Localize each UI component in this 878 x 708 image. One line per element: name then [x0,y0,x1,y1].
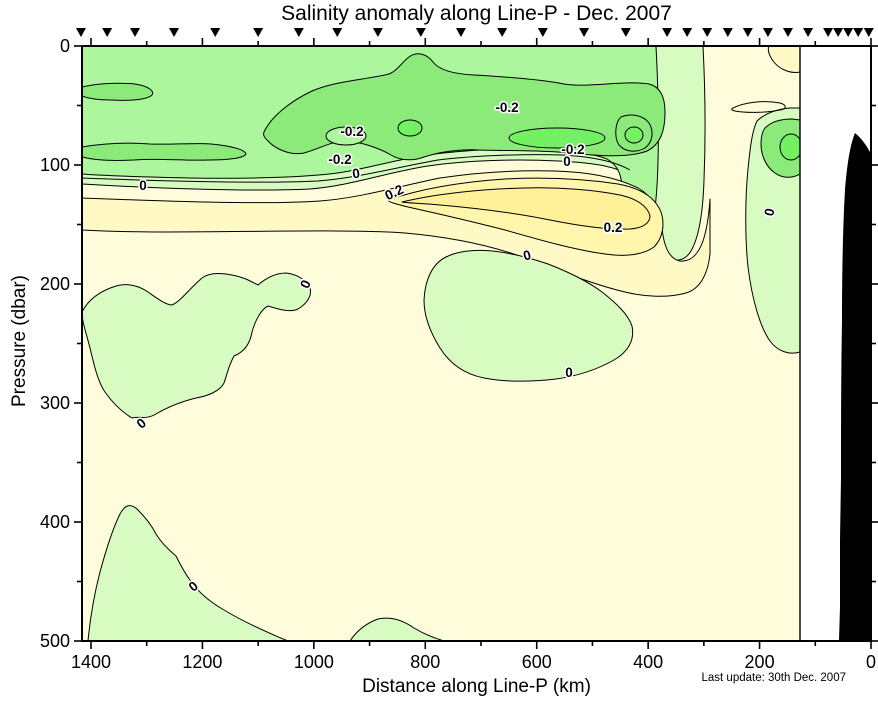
station-triangle [803,28,814,37]
contour-line-lens [731,101,786,113]
deep-blob-bottommid [349,617,445,641]
y-tick-label: 0 [60,36,70,56]
y-tick-label: 200 [40,274,70,294]
contour-fill-layer [82,46,800,641]
band-pos-core [401,187,651,230]
station-triangle [253,28,264,37]
station-triangle [823,28,834,37]
station-triangle [853,28,864,37]
contour-label: -0.2 [495,100,518,115]
station-triangle [702,28,713,37]
deep-blob-left [82,272,311,419]
station-triangle [620,28,631,37]
bright-core-small [397,119,423,137]
contour-line-extra [82,154,631,183]
station-triangle [372,28,383,37]
y-axis-title: Pressure (dbar) [9,275,30,407]
deep-blob-bottomleft [87,505,289,641]
tick-labels: 1400 1200 1000 800 600 400 200 0 0 100 200 300 400 50… [40,36,876,672]
deep-blob-middle [423,249,634,382]
x-tick-label: 800 [410,652,440,672]
bright-core-column [624,126,644,144]
contour-label: -0.2 [561,142,584,157]
contour-label: -0.2 [328,152,351,167]
station-triangle [762,28,773,37]
x-tick-label: 1200 [182,652,222,672]
station-triangle [579,28,590,37]
station-triangle [782,28,793,37]
nearshore-eddy-core [779,133,800,161]
contour-label: 0 [563,154,571,169]
x-tick-label: 0 [866,652,876,672]
axis-ticks [74,38,878,649]
station-triangle [293,28,304,37]
station-triangle [169,28,180,37]
station-triangle [537,28,548,37]
last-update-note: Last update: 30th Dec. 2007 [701,672,847,684]
station-markers [75,28,874,37]
station-triangle [833,28,844,37]
contour-label: 0.2 [604,220,623,235]
station-triangle [662,28,673,37]
x-tick-label: 400 [633,652,663,672]
bathymetry-wedge [839,133,870,641]
chart-title: Salinity anomaly along Line-P - Dec. 200… [281,2,672,25]
station-triangle [722,28,733,37]
station-triangle [75,28,86,37]
band-neg-topleft-strip [82,82,154,101]
contour-label: -0.2 [340,124,363,139]
contour-label: 0 [139,178,147,193]
x-tick-label: 1000 [294,652,334,672]
station-triangle [415,28,426,37]
contour-label: 0 [351,166,361,182]
station-triangle [682,28,693,37]
station-triangle [863,28,874,37]
x-axis-title: Distance along Line-P (km) [362,676,591,697]
station-triangle [130,28,141,37]
station-triangle [332,28,343,37]
contour-bay [325,126,367,146]
y-tick-label: 300 [40,393,70,413]
corner-positive-patch [767,46,800,73]
x-tick-label: 1400 [71,652,111,672]
y-tick-label: 500 [40,631,70,651]
contour-label: 0 [565,365,573,380]
station-triangle [102,28,113,37]
bright-core-lens [508,127,606,149]
x-tick-label: 600 [522,652,552,672]
y-tick-label: 100 [40,155,70,175]
x-tick-label: 200 [745,652,775,672]
station-triangle [455,28,466,37]
station-triangle [497,28,508,37]
station-triangle [210,28,221,37]
station-triangle [742,28,753,37]
station-triangle [843,28,854,37]
y-tick-label: 400 [40,512,70,532]
band-neg-left-strip [82,142,247,161]
